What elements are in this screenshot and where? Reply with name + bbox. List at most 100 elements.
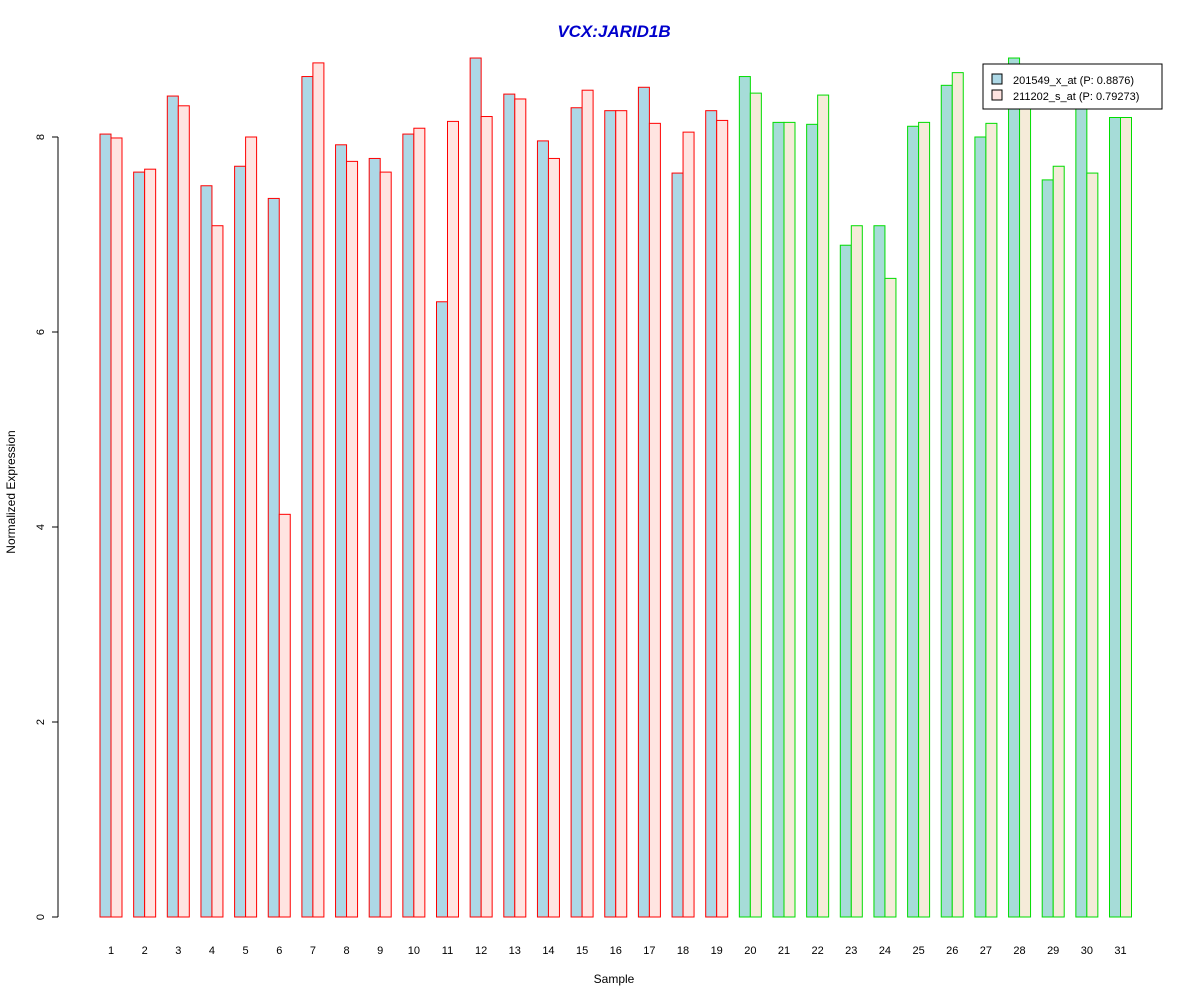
- x-tick-label: 27: [980, 945, 992, 957]
- x-tick-label: 26: [946, 945, 958, 957]
- bar-series-2-sample-18: [682, 131, 695, 918]
- bar-series-1-sample-20: [738, 76, 751, 918]
- x-tick-label: 3: [175, 945, 181, 957]
- bar-series-1-sample-3: [166, 95, 179, 918]
- x-axis-title: Sample: [594, 972, 635, 986]
- bar-series-1-sample-1: [99, 133, 112, 918]
- x-tick-label: 17: [643, 945, 655, 957]
- bar-series-2-sample-12: [480, 116, 493, 918]
- legend-label-series-2: 211202_s_at (P: 0.79273): [1013, 91, 1139, 103]
- bar-series-2-sample-1: [110, 137, 123, 918]
- bar-series-1-sample-10: [402, 133, 415, 918]
- x-tick-label: 29: [1047, 945, 1059, 957]
- bar-series-1-sample-26: [940, 84, 953, 918]
- x-tick-label: 5: [243, 945, 249, 957]
- x-tick-label: 23: [845, 945, 857, 957]
- x-tick-label: 8: [343, 945, 349, 957]
- bar-series-2-sample-25: [918, 121, 931, 918]
- bar-series-2-sample-27: [985, 122, 998, 918]
- x-tick-label: 22: [812, 945, 824, 957]
- bar-series-1-sample-27: [974, 136, 987, 918]
- bar-series-1-sample-23: [839, 244, 852, 918]
- x-tick-label: 24: [879, 945, 891, 957]
- bar-series-2-sample-28: [1019, 93, 1032, 918]
- x-tick-label: 4: [209, 945, 215, 957]
- bar-series-2-sample-11: [447, 120, 459, 918]
- x-tick-label: 1: [108, 945, 114, 957]
- bar-series-2-sample-6: [278, 513, 291, 918]
- x-tick-label: 10: [408, 945, 420, 957]
- x-tick-label: 9: [377, 945, 383, 957]
- bar-series-2-sample-14: [547, 157, 560, 918]
- bar-series-1-sample-18: [671, 172, 684, 918]
- bar-series-1-sample-13: [503, 93, 516, 918]
- bar-series-2-sample-15: [581, 89, 594, 918]
- bars: [99, 57, 1132, 918]
- x-tick-labels: 1 2 3 4 5 6 7 8 9 10 11 12 13 14 15 16 17 18 19 20 21 22 23 24 2…: [108, 945, 1127, 957]
- x-tick-label: 11: [442, 945, 453, 957]
- x-tick-label: 15: [576, 945, 588, 957]
- bar-series-2-sample-5: [245, 136, 258, 918]
- x-tick-label: 14: [542, 945, 554, 957]
- x-tick-label: 12: [475, 945, 487, 957]
- x-tick-label: 19: [711, 945, 723, 957]
- bar-series-2-sample-4: [211, 225, 224, 918]
- bar-series-1-sample-31: [1109, 117, 1121, 918]
- y-axis: 0 2 4 6 8: [35, 134, 59, 920]
- bar-series-2-sample-3: [177, 105, 190, 918]
- bar-series-1-sample-12: [469, 57, 482, 918]
- y-tick-label: 4: [35, 524, 47, 530]
- chart-title: VCX:JARID1B: [557, 22, 670, 41]
- bar-series-2-sample-16: [615, 110, 628, 918]
- bar-series-2-sample-20: [749, 92, 762, 918]
- legend-box: [982, 63, 1163, 110]
- x-tick-label: 2: [142, 945, 148, 957]
- bar-series-1-sample-9: [368, 157, 381, 918]
- y-tick-label: 0: [35, 914, 47, 920]
- x-tick-label: 28: [1013, 945, 1025, 957]
- bar-series-1-sample-14: [536, 140, 549, 918]
- bar-series-2-sample-9: [379, 171, 392, 918]
- bar-series-2-sample-31: [1120, 117, 1132, 918]
- x-tick-label: 20: [744, 945, 756, 957]
- bar-series-1-sample-21: [772, 121, 785, 918]
- x-tick-label: 25: [912, 945, 924, 957]
- bar-series-1-sample-29: [1041, 179, 1054, 918]
- bar-series-2-sample-21: [783, 121, 796, 918]
- bar-series-2-sample-8: [346, 160, 359, 918]
- bar-series-2-sample-19: [716, 119, 729, 918]
- x-tick-label: 7: [310, 945, 316, 957]
- bar-series-2-sample-29: [1052, 165, 1065, 918]
- bar-series-1-sample-4: [200, 185, 213, 918]
- legend-swatch-series-1: [991, 73, 1003, 85]
- bar-series-1-sample-15: [570, 107, 583, 918]
- bar-series-1-sample-19: [705, 110, 718, 918]
- y-tick-label: 2: [35, 719, 47, 725]
- bar-series-2-sample-24: [884, 277, 897, 918]
- bar-series-1-sample-30: [1075, 100, 1088, 918]
- bar-series-1-sample-5: [234, 165, 247, 918]
- x-tick-label: 13: [509, 945, 521, 957]
- bar-series-2-sample-13: [514, 98, 527, 918]
- bar-series-1-sample-16: [604, 110, 617, 918]
- x-tick-label: 18: [677, 945, 689, 957]
- bar-series-1-sample-24: [873, 225, 886, 918]
- bar-series-1-sample-11: [436, 301, 448, 918]
- bar-series-1-sample-28: [1008, 57, 1021, 918]
- y-tick-label: 8: [35, 134, 47, 140]
- x-tick-label: 16: [610, 945, 622, 957]
- bar-series-2-sample-30: [1086, 172, 1099, 918]
- bar-series-1-sample-2: [133, 171, 146, 918]
- bar-series-2-sample-17: [648, 122, 661, 918]
- y-axis-title: Normalized Expression: [4, 430, 18, 553]
- bar-series-2-sample-26: [951, 72, 964, 918]
- bar-series-2-sample-22: [817, 94, 830, 918]
- x-tick-label: 21: [778, 945, 790, 957]
- x-tick-label: 31: [1114, 945, 1126, 957]
- bar-series-1-sample-25: [907, 125, 920, 918]
- bar-series-1-sample-8: [335, 144, 348, 918]
- x-tick-label: 6: [276, 945, 282, 957]
- bar-series-2-sample-23: [850, 225, 863, 918]
- bar-series-1-sample-7: [301, 76, 314, 918]
